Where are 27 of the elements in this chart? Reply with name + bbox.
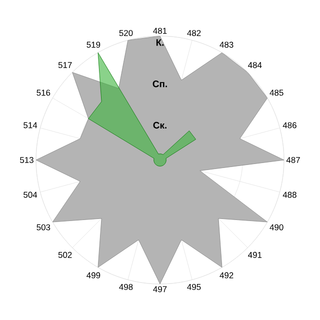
spoke-label: 486 bbox=[282, 122, 296, 128]
y-tick-label: Сп. bbox=[152, 80, 167, 88]
spoke-label: 502 bbox=[58, 252, 72, 258]
y-tick-label: Ск. bbox=[153, 122, 166, 129]
spoke-label: 490 bbox=[270, 224, 284, 230]
spoke-label: 517 bbox=[58, 62, 72, 68]
spoke-label: 499 bbox=[86, 272, 100, 278]
spoke-label: 485 bbox=[270, 90, 284, 96]
spoke-label: 482 bbox=[187, 30, 201, 36]
spoke-label: 513 bbox=[20, 157, 34, 163]
spoke-label: 483 bbox=[220, 42, 234, 48]
spoke-label: 484 bbox=[248, 62, 262, 68]
spoke-label: 495 bbox=[187, 284, 201, 290]
spoke-label: 504 bbox=[24, 192, 38, 198]
spoke-label: 516 bbox=[36, 90, 50, 96]
spoke-label: 491 bbox=[248, 252, 262, 258]
spoke-label: 519 bbox=[86, 42, 100, 48]
spoke-label: 488 bbox=[282, 192, 296, 198]
spoke-label: 514 bbox=[24, 122, 38, 128]
spoke-label: 481 bbox=[153, 28, 167, 34]
spoke-label: 498 bbox=[119, 284, 133, 290]
spoke-label: 503 bbox=[36, 224, 50, 230]
spoke-label: 520 bbox=[119, 30, 133, 36]
spoke-label: 492 bbox=[220, 272, 234, 278]
spoke-label: 497 bbox=[153, 286, 167, 292]
y-tick-label: К. bbox=[156, 39, 164, 46]
spoke-label: 487 bbox=[286, 157, 300, 163]
